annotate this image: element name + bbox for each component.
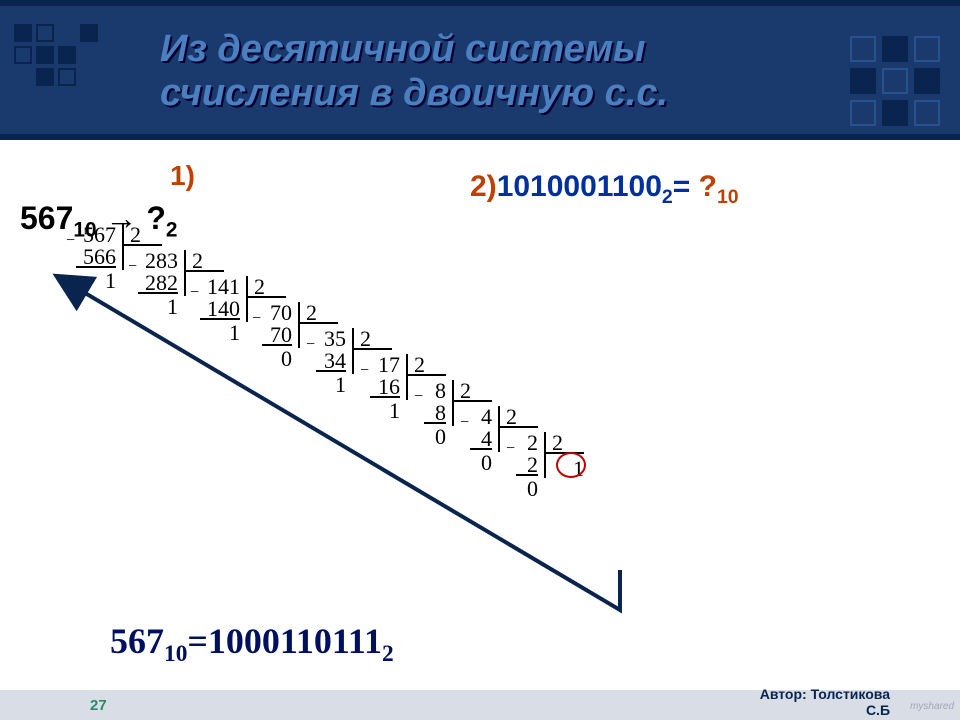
author-line-2: С.Б xyxy=(760,703,890,718)
minus-sign: − xyxy=(506,440,515,458)
minus-sign: − xyxy=(360,362,369,380)
title-line-2: счисления в двоичную с.с. xyxy=(160,72,668,116)
remainder: 0 xyxy=(424,424,446,450)
q2-eq: = xyxy=(673,170,699,203)
answer-num-sub: 10 xyxy=(164,641,187,667)
q2-label: 2) xyxy=(470,170,497,203)
slide-number: 27 xyxy=(90,697,107,714)
decoration-squares-right xyxy=(850,36,940,126)
decoration-squares-left xyxy=(14,24,120,86)
division-vline xyxy=(498,406,500,452)
remainder: 0 xyxy=(262,346,292,372)
division-hline xyxy=(408,374,446,376)
q2-qm-sub: 10 xyxy=(717,186,739,208)
author-credit: Автор: Толстикова С.Б xyxy=(760,687,890,718)
division-vline xyxy=(298,302,300,348)
header-band: Из десятичной системы счисления в двоичн… xyxy=(0,0,960,140)
division-vline xyxy=(352,328,354,374)
slide-title: Из десятичной системы счисления в двоичн… xyxy=(160,28,668,115)
minus-sign: − xyxy=(128,258,137,276)
division-hline xyxy=(124,244,162,246)
q2-num-sub: 2 xyxy=(662,186,673,208)
long-division-diagram: 5672−56612832−28211412−1401702−700352−34… xyxy=(76,222,796,572)
division-vline xyxy=(544,432,546,478)
division-hline xyxy=(248,296,286,298)
minus-sign: − xyxy=(306,336,315,354)
answer-expression: 56710=10001101112 xyxy=(110,620,394,668)
division-hline xyxy=(300,322,338,324)
division-vline xyxy=(246,276,248,322)
answer-eq: = xyxy=(187,621,208,661)
final-digit-circle xyxy=(556,452,586,478)
remainder: 1 xyxy=(200,320,240,346)
minus-sign: − xyxy=(414,388,423,406)
q1-number: 567 xyxy=(20,200,73,236)
slide-content: 1) 56710 → ?2 2)10100011002= ?10 5672−56… xyxy=(0,150,960,690)
answer-bin: 1000110111 xyxy=(208,621,382,661)
division-hline xyxy=(186,270,224,272)
remainder: 1 xyxy=(138,294,178,320)
q2-question-mark: ? xyxy=(699,170,717,203)
watermark: myshared xyxy=(910,701,954,712)
remainder: 1 xyxy=(76,268,116,294)
division-vline xyxy=(122,224,124,270)
answer-num: 567 xyxy=(110,621,164,661)
q2-number: 1010001100 xyxy=(497,170,662,203)
title-line-1: Из десятичной системы xyxy=(160,28,668,72)
remainder: 1 xyxy=(316,372,346,398)
division-hline xyxy=(454,400,492,402)
remainder: 0 xyxy=(470,450,492,476)
division-hline xyxy=(354,348,392,350)
minus-sign: − xyxy=(66,232,75,250)
answer-bin-sub: 2 xyxy=(382,641,394,667)
remainder: 0 xyxy=(516,476,538,502)
remainder: 1 xyxy=(370,398,400,424)
author-line-1: Автор: Толстикова xyxy=(760,687,890,702)
division-vline xyxy=(184,250,186,296)
division-vline xyxy=(406,354,408,400)
question-1-label: 1) xyxy=(170,160,195,192)
division-vline xyxy=(452,380,454,426)
minus-sign: − xyxy=(252,310,261,328)
minus-sign: − xyxy=(190,284,199,302)
question-2-expression: 2)10100011002= ?10 xyxy=(470,170,739,209)
minus-sign: − xyxy=(460,414,469,432)
division-hline xyxy=(500,426,538,428)
